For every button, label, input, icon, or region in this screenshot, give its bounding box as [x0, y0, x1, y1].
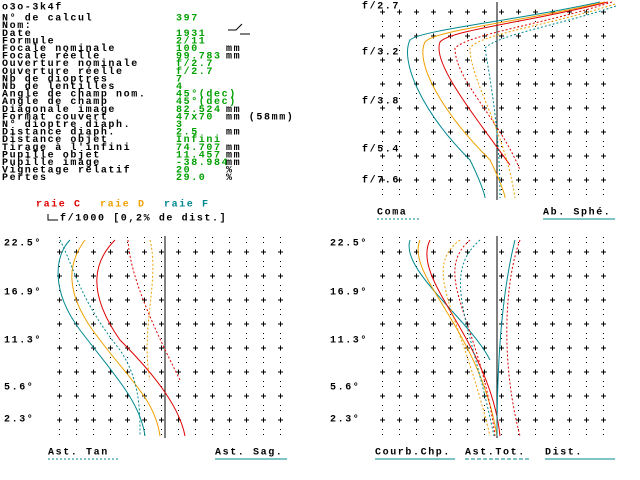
y-tick-label: 2.3° — [4, 414, 34, 426]
y-tick-label: f/7.6 — [362, 175, 400, 187]
legend-entry: raie D — [100, 199, 146, 211]
param-label: Date — [2, 29, 32, 40]
param-value: 397 — [176, 14, 199, 25]
panel-label: Ast. Sag. — [215, 448, 283, 459]
param-value: 3 — [176, 120, 184, 131]
param-label: Vignetage relatif — [2, 165, 131, 177]
param-label: Nb de lentilles — [2, 81, 116, 93]
y-tick-label: 22.5° — [330, 238, 368, 250]
curves — [57, 239, 186, 437]
param-label: N° de calcul — [2, 13, 93, 25]
param-unit: % — [226, 173, 234, 184]
param-label: Pupille objet — [2, 149, 101, 161]
param-label: Diagonale image — [2, 104, 116, 116]
nom-glyph — [228, 23, 250, 35]
param-label: N° dioptre diaph. — [2, 119, 131, 131]
param-label: Tirage à l'infini — [2, 142, 131, 154]
legend-note: f/1000 [0,2% de dist.] — [60, 213, 227, 225]
grid — [375, 6, 615, 198]
legend-entry: raie C — [36, 199, 82, 211]
param-unit: mm — [226, 128, 241, 139]
param-value: 20 — [176, 166, 191, 177]
legend-entry: raie F — [164, 199, 210, 211]
param-value: f/2.7 — [176, 58, 214, 70]
param-value: 74.707 — [176, 143, 222, 154]
y-tick-label: f/2.7 — [362, 1, 400, 13]
y-tick-label: 5.6° — [4, 382, 34, 394]
param-unit: mm — [226, 44, 241, 55]
param-label: Nom: — [2, 21, 32, 32]
panel-label: Coma — [377, 208, 407, 219]
param-label: Format couvert — [2, 112, 108, 123]
param-label: Ouverture réelle — [2, 66, 124, 78]
grid — [48, 236, 288, 436]
param-value: Infini — [176, 134, 222, 146]
y-tick-label: 5.6° — [330, 382, 360, 394]
param-value: 100 — [176, 44, 199, 55]
param-value: 29.0 — [176, 173, 206, 184]
panel-label: Courb.Chp. — [375, 447, 451, 459]
param-value: 7 — [176, 74, 184, 85]
param-label: Pupille image — [2, 157, 101, 169]
param-label: Angle de champ nom. — [2, 89, 146, 101]
param-label: Pertes — [2, 173, 48, 184]
param-unit: mm — [226, 52, 241, 63]
param-value: 47x70 — [176, 112, 214, 123]
param-label: Nb de dioptres — [2, 73, 108, 85]
param-label: Formule — [2, 35, 55, 47]
param-label: Ouverture nominale — [2, 58, 139, 70]
y-tick-label: 11.3° — [330, 335, 368, 347]
param-label: Distance diaph. — [2, 127, 116, 139]
param-value: 99.783 — [176, 52, 222, 63]
y-tick-label: 11.3° — [4, 335, 42, 347]
param-unit: mm (58mm) — [226, 111, 294, 123]
param-value: 11.457 — [176, 150, 222, 161]
param-value: 45°(dec) — [176, 96, 237, 108]
param-unit: mm — [226, 158, 241, 169]
y-tick-label: f/3.8 — [362, 96, 400, 108]
y-tick-label: 22.5° — [4, 238, 42, 250]
grid — [375, 236, 615, 436]
param-label: Angle de champ — [2, 96, 108, 108]
panel-label: Ast.Tot. — [465, 448, 526, 459]
param-unit: % — [226, 166, 234, 177]
y-tick-label: f/3.2 — [362, 47, 400, 59]
title: o3o-3k4f — [2, 2, 63, 14]
curves — [408, 239, 521, 437]
param-value: f/2.7 — [176, 66, 214, 78]
param-label: Focale nominale — [2, 43, 116, 55]
y-tick-label: f/5.4 — [362, 144, 400, 156]
param-value: 82.524 — [176, 105, 222, 116]
param-unit: mm — [226, 143, 241, 154]
y-tick-label: 16.9° — [4, 287, 42, 299]
param-value: 2.5 — [176, 128, 199, 139]
param-label: Distance objet — [2, 134, 108, 146]
y-tick-label: 2.3° — [330, 414, 360, 426]
note-glyph — [47, 214, 58, 221]
param-value: -38.984 — [176, 158, 229, 169]
panel-label: Ab. Sphé. — [543, 207, 611, 219]
param-unit: mm — [226, 105, 241, 116]
param-value: 2/11 — [176, 35, 206, 47]
y-tick-label: 16.9° — [330, 287, 368, 299]
panel-label: Ast. Tan — [48, 448, 109, 459]
param-label: Focale réelle — [2, 51, 101, 63]
param-unit: mm — [226, 150, 241, 161]
panel-label: Dist. — [545, 447, 583, 459]
curves — [407, 1, 617, 199]
param-value: 1931 — [176, 29, 206, 40]
param-value: 45°(dec) — [176, 89, 237, 101]
param-value: 4 — [176, 82, 184, 93]
